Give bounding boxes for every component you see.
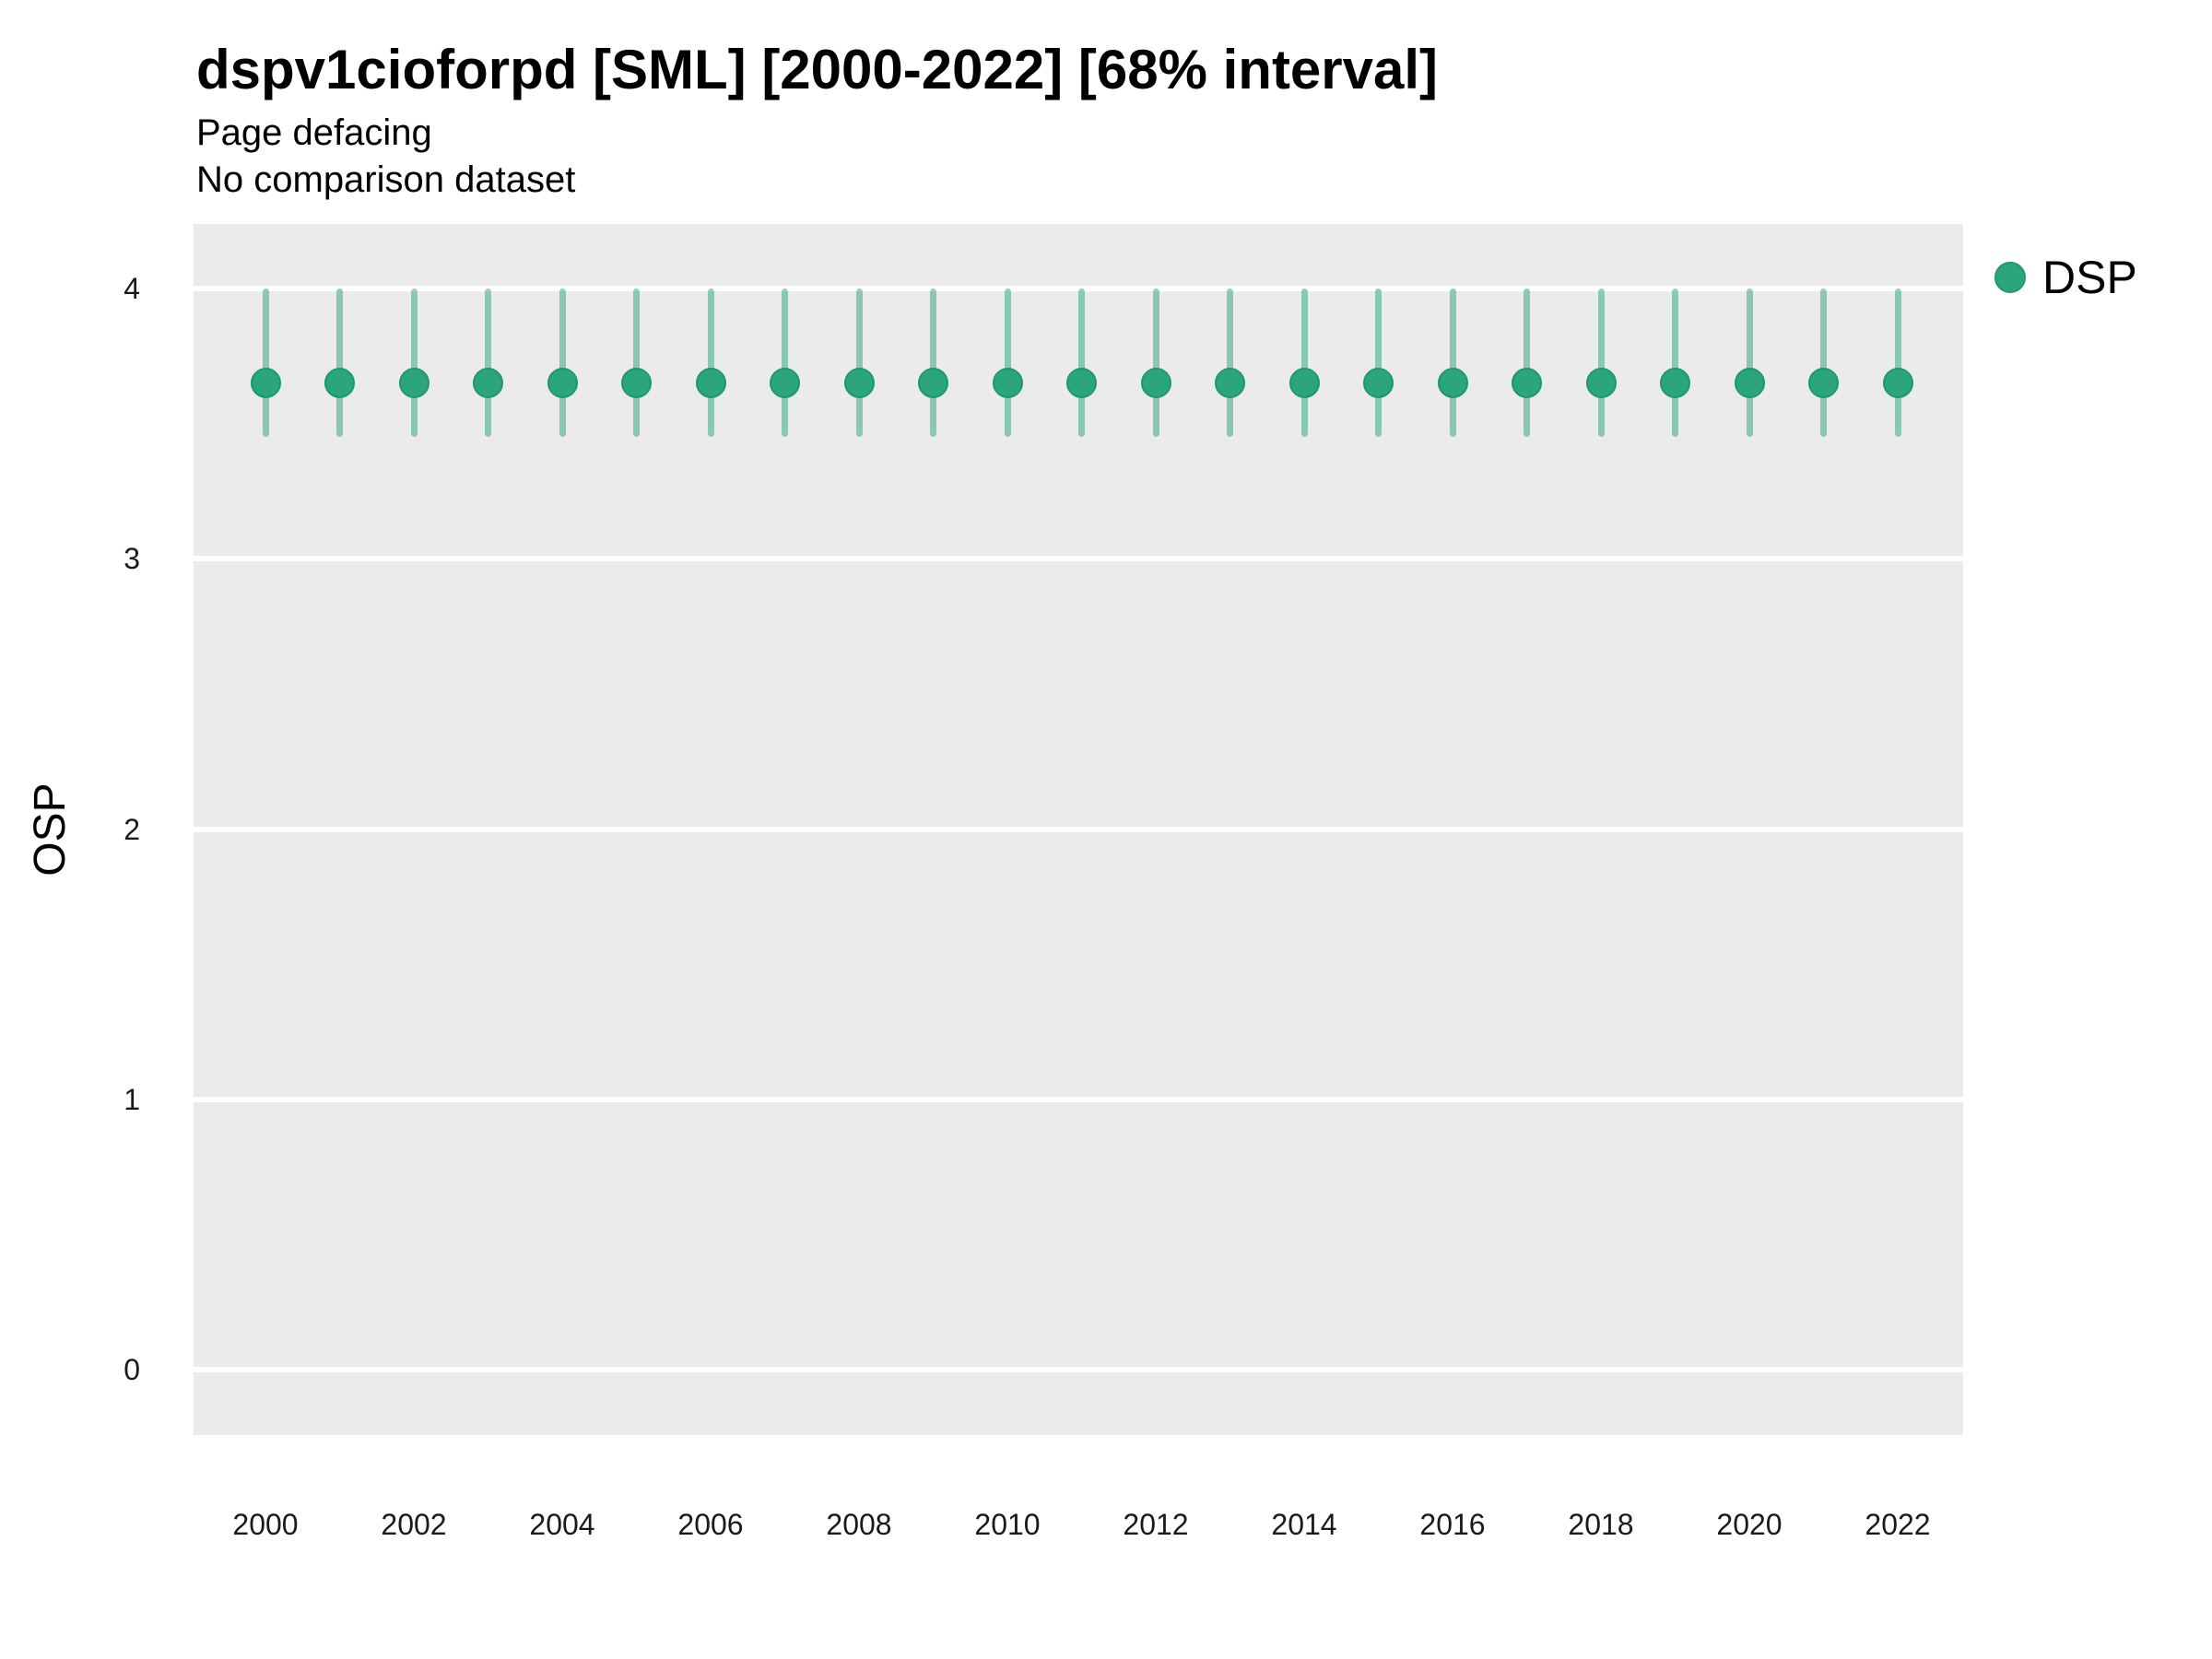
- data-point-2001: [324, 368, 355, 399]
- interval-bar-2021: [1820, 288, 1827, 438]
- interval-bar-2017: [1524, 288, 1530, 438]
- interval-bar-2005: [633, 288, 640, 438]
- interval-bar-2013: [1227, 288, 1233, 438]
- interval-bar-2012: [1152, 288, 1159, 438]
- x-tick-label-2022: 2022: [1865, 1508, 1931, 1541]
- data-point-2016: [1437, 368, 1468, 399]
- data-point-2000: [250, 368, 281, 399]
- x-tick-label-2016: 2016: [1419, 1508, 1486, 1541]
- chart-subtitle-line2: No comparison dataset: [196, 159, 576, 200]
- interval-bar-2010: [1004, 288, 1011, 438]
- data-point-2015: [1363, 368, 1394, 399]
- data-point-2004: [547, 368, 578, 399]
- data-point-2022: [1882, 368, 1913, 399]
- x-tick-label-2008: 2008: [826, 1508, 892, 1541]
- y-tick-label-3: 3: [124, 542, 140, 576]
- legend-point-circle-icon: [1994, 262, 2026, 293]
- data-point-2021: [1808, 368, 1839, 399]
- x-tick-label-2020: 2020: [1716, 1508, 1783, 1541]
- data-point-2005: [621, 368, 652, 399]
- data-point-2007: [770, 368, 800, 399]
- chart-title: dspv1cioforpd [SML] [2000-2022] [68% int…: [196, 39, 1439, 100]
- x-tick-label-2010: 2010: [974, 1508, 1041, 1541]
- interval-bar-2020: [1746, 288, 1753, 438]
- interval-bar-2019: [1672, 288, 1678, 438]
- x-tick-label-2014: 2014: [1271, 1508, 1337, 1541]
- data-point-2020: [1734, 368, 1765, 399]
- interval-bar-2018: [1597, 288, 1605, 438]
- interval-bar-2000: [262, 288, 269, 438]
- interval-bar-2001: [336, 288, 343, 438]
- x-tick-label-2018: 2018: [1568, 1508, 1634, 1541]
- chart-subtitle-line1: Page defacing: [196, 112, 432, 153]
- data-point-2013: [1215, 368, 1245, 399]
- x-tick-label-2006: 2006: [677, 1508, 744, 1541]
- legend: DSP: [1994, 254, 2137, 300]
- data-point-2002: [398, 368, 429, 399]
- data-point-2019: [1660, 368, 1690, 399]
- interval-bar-2008: [855, 288, 863, 438]
- x-tick-label-2000: 2000: [232, 1508, 299, 1541]
- x-tick-label-2012: 2012: [1123, 1508, 1189, 1541]
- major-gridline-y-2: [194, 826, 1963, 832]
- data-point-2010: [992, 368, 1023, 399]
- major-gridline-y-4: [194, 286, 1963, 291]
- interval-bar-2009: [930, 288, 936, 438]
- data-point-2018: [1585, 368, 1617, 399]
- interval-bar-2014: [1300, 288, 1308, 438]
- y-tick-label-1: 1: [124, 1082, 140, 1116]
- data-point-2009: [918, 368, 948, 399]
- major-gridline-y-0: [194, 1367, 1963, 1372]
- interval-bar-2006: [707, 288, 714, 438]
- y-tick-label-4: 4: [124, 272, 140, 305]
- x-tick-label-2002: 2002: [381, 1508, 447, 1541]
- y-tick-label-2: 2: [124, 812, 140, 846]
- data-point-2012: [1140, 368, 1171, 399]
- data-point-2003: [473, 368, 503, 399]
- interval-bar-2003: [485, 288, 491, 438]
- y-tick-label-0: 0: [124, 1353, 140, 1386]
- data-point-2006: [695, 368, 726, 399]
- interval-bar-2004: [559, 288, 566, 438]
- interval-bar-2022: [1894, 288, 1901, 438]
- plot-panel: [194, 224, 1963, 1435]
- major-gridline-y-3: [194, 556, 1963, 562]
- data-point-2011: [1066, 368, 1097, 399]
- interval-bar-2016: [1449, 288, 1456, 438]
- x-tick-label-2004: 2004: [529, 1508, 595, 1541]
- major-gridline-y-1: [194, 1096, 1963, 1102]
- legend-item-label: DSP: [2042, 252, 2137, 303]
- data-point-2008: [843, 368, 875, 399]
- data-point-2014: [1288, 368, 1320, 399]
- interval-bar-2011: [1078, 288, 1085, 438]
- interval-bar-2002: [410, 288, 418, 438]
- interval-bar-2015: [1375, 288, 1382, 438]
- data-point-2017: [1512, 368, 1542, 399]
- interval-bar-2007: [782, 288, 788, 438]
